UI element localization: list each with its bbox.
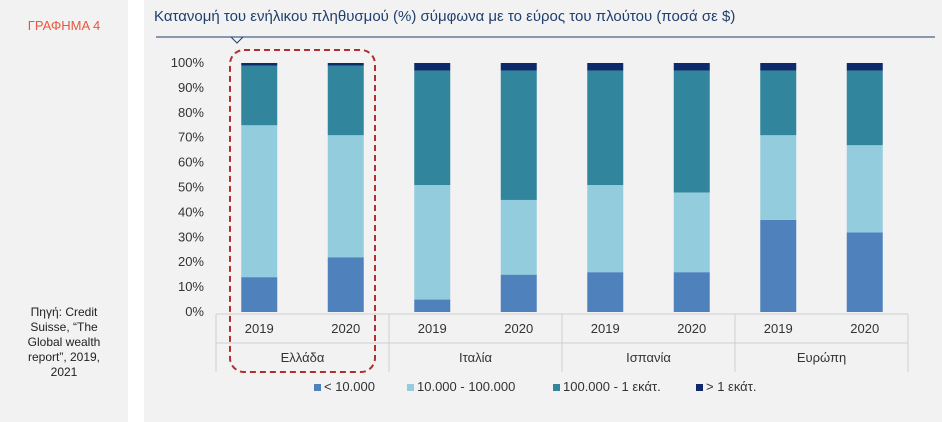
bar-segment xyxy=(673,272,710,312)
legend-swatch xyxy=(314,384,321,391)
bar-segment xyxy=(673,63,710,71)
bar-segment xyxy=(846,232,883,312)
y-tick-label: 100% xyxy=(171,55,205,70)
x-tick-label: 2020 xyxy=(677,321,706,336)
bar-segment xyxy=(500,199,537,275)
bar-segment xyxy=(241,277,278,312)
bar-segment xyxy=(327,65,364,136)
bar-segment xyxy=(327,135,364,258)
bar-segment xyxy=(846,70,883,146)
bar-segment xyxy=(241,63,278,66)
bar-segment xyxy=(760,70,797,136)
x-tick-label: 2020 xyxy=(850,321,879,336)
legend-swatch xyxy=(407,384,414,391)
y-tick-label: 50% xyxy=(178,180,204,195)
bar-segment xyxy=(587,185,624,273)
bar-segment xyxy=(414,63,451,71)
x-tick-label: 2019 xyxy=(418,321,447,336)
figure-label: ΓΡΑΦΗΜΑ 4 xyxy=(27,18,101,33)
chart-title: Κατανομή του ενήλικου πληθυσμού (%) σύμφ… xyxy=(154,8,736,25)
legend-label: 10.000 - 100.000 xyxy=(417,379,515,394)
bar-segment xyxy=(327,257,364,312)
bar-segment xyxy=(327,63,364,66)
highlight-box xyxy=(229,49,376,373)
bar-segment xyxy=(241,65,278,126)
x-tick-label: 2019 xyxy=(764,321,793,336)
bar-segment xyxy=(587,272,624,312)
legend-label: > 1 εκάτ. xyxy=(706,379,756,394)
y-tick-label: 30% xyxy=(178,229,204,244)
y-tick-label: 20% xyxy=(178,254,204,269)
legend-label: 100.000 - 1 εκάτ. xyxy=(563,379,661,394)
y-tick-label: 40% xyxy=(178,204,204,219)
bar-segment xyxy=(414,185,451,300)
bar-segment xyxy=(414,299,451,312)
bar-segment xyxy=(414,70,451,186)
y-tick-label: 0% xyxy=(185,304,204,319)
title-notch xyxy=(230,36,244,44)
bar-segment xyxy=(846,145,883,233)
source-line: Global wealth xyxy=(27,335,101,349)
legend-swatch xyxy=(696,384,703,391)
legend-label: < 10.000 xyxy=(324,379,375,394)
x-tick-label: 2020 xyxy=(331,321,360,336)
gutter xyxy=(128,0,144,422)
sidebar: ΓΡΑΦΗΜΑ 4 Πηγή: Credit Suisse, “The Glob… xyxy=(0,0,128,422)
x-tick-label: 2019 xyxy=(245,321,274,336)
y-tick-label: 60% xyxy=(178,155,204,170)
y-tick-label: 70% xyxy=(178,130,204,145)
source-note: Πηγή: Credit Suisse, “The Global wealth … xyxy=(8,305,120,380)
x-tick-label: 2020 xyxy=(504,321,533,336)
group-label: Ισπανία xyxy=(626,350,671,365)
group-label: Ελλάδα xyxy=(281,350,325,365)
bar-segment xyxy=(760,219,797,312)
bar-segment xyxy=(241,125,278,278)
bar-segment xyxy=(673,192,710,273)
bar-segment xyxy=(500,70,537,200)
bar-segment xyxy=(500,63,537,71)
source-line: report”, 2019, xyxy=(27,350,101,364)
y-tick-label: 90% xyxy=(178,80,204,95)
x-tick-label: 2019 xyxy=(591,321,620,336)
bar-segment xyxy=(673,70,710,193)
y-tick-label: 80% xyxy=(178,105,204,120)
group-label: Ιταλία xyxy=(459,350,492,365)
source-line: 2021 xyxy=(50,365,78,379)
bar-segment xyxy=(587,70,624,186)
legend-swatch xyxy=(553,384,560,391)
source-line: Suisse, “The xyxy=(30,320,98,334)
group-label: Ευρώπη xyxy=(797,350,846,365)
source-line: Πηγή: Credit xyxy=(30,305,98,319)
y-tick-label: 10% xyxy=(178,279,204,294)
bar-segment xyxy=(500,274,537,312)
bar-segment xyxy=(587,63,624,71)
bar-segment xyxy=(760,63,797,71)
bar-segment xyxy=(760,135,797,220)
bar-segment xyxy=(846,63,883,71)
